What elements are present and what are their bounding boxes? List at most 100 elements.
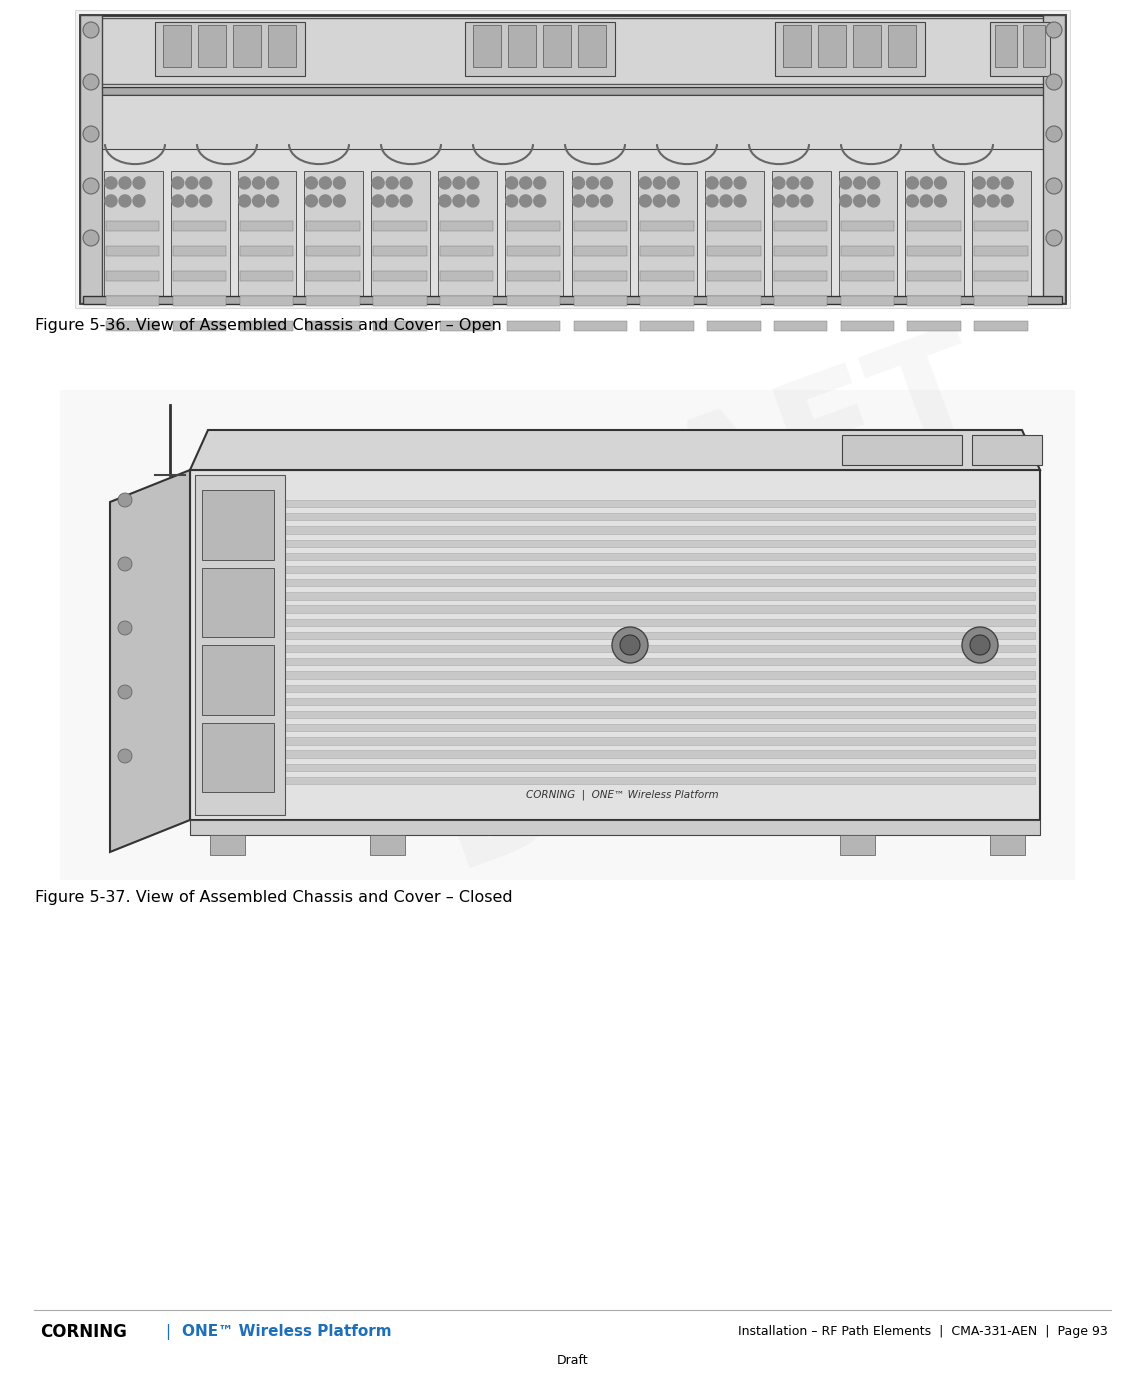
Bar [640, 221, 694, 230]
Circle shape [619, 634, 640, 655]
Circle shape [119, 176, 131, 189]
Circle shape [572, 176, 584, 189]
Circle shape [921, 176, 932, 189]
Bar [80, 15, 102, 303]
Bar [507, 296, 560, 305]
Bar [195, 658, 1035, 665]
Circle shape [962, 627, 998, 663]
Bar [195, 579, 1035, 586]
Circle shape [520, 176, 531, 189]
Bar [173, 321, 227, 330]
Circle shape [82, 126, 98, 142]
Bar [708, 246, 760, 255]
Bar [80, 15, 1065, 303]
Bar [173, 246, 227, 255]
Circle shape [172, 194, 184, 207]
Circle shape [333, 194, 346, 207]
Circle shape [973, 194, 985, 207]
Bar [195, 526, 1035, 533]
Bar [195, 751, 1035, 758]
Circle shape [800, 194, 813, 207]
Text: Draft: Draft [556, 1353, 589, 1367]
Text: |: | [165, 1324, 171, 1339]
Circle shape [706, 176, 718, 189]
Bar [373, 221, 427, 230]
Circle shape [199, 194, 212, 207]
Bar [995, 25, 1017, 67]
Bar [974, 246, 1028, 255]
Bar [507, 321, 560, 330]
Bar [95, 96, 1050, 149]
Bar [705, 171, 764, 298]
Bar [195, 763, 1035, 770]
Bar [465, 22, 615, 75]
Circle shape [1001, 176, 1013, 189]
Circle shape [118, 750, 132, 763]
Bar [239, 321, 293, 330]
Circle shape [787, 176, 799, 189]
Circle shape [172, 176, 184, 189]
Bar [195, 632, 1035, 638]
Circle shape [534, 194, 546, 207]
Bar [505, 171, 563, 298]
Circle shape [734, 176, 747, 189]
Circle shape [639, 194, 652, 207]
Polygon shape [190, 430, 1040, 471]
Bar [908, 221, 961, 230]
Circle shape [267, 194, 278, 207]
Bar [818, 25, 846, 67]
Bar [908, 246, 961, 255]
Circle shape [133, 176, 145, 189]
Circle shape [306, 194, 317, 207]
Bar [307, 296, 360, 305]
Circle shape [185, 176, 198, 189]
Circle shape [787, 194, 799, 207]
Bar [307, 271, 360, 280]
Bar [195, 605, 1035, 612]
Bar [974, 296, 1028, 305]
Text: ONE™ Wireless Platform: ONE™ Wireless Platform [182, 1324, 392, 1339]
Bar [307, 221, 360, 230]
Circle shape [639, 176, 652, 189]
Circle shape [467, 176, 479, 189]
Circle shape [921, 194, 932, 207]
Bar [440, 246, 493, 255]
Circle shape [934, 176, 947, 189]
Circle shape [238, 176, 251, 189]
Circle shape [82, 230, 98, 246]
Circle shape [118, 557, 132, 570]
Bar [908, 271, 961, 280]
Bar [638, 171, 697, 298]
Circle shape [839, 176, 852, 189]
Bar [440, 296, 493, 305]
Bar [908, 321, 961, 330]
Circle shape [119, 194, 131, 207]
Circle shape [907, 176, 918, 189]
Circle shape [253, 176, 264, 189]
Bar [640, 246, 694, 255]
Bar [842, 434, 962, 465]
Bar [82, 296, 1063, 304]
Bar [990, 22, 1050, 75]
Circle shape [1047, 178, 1063, 194]
Bar [195, 737, 1035, 744]
Circle shape [1001, 194, 1013, 207]
Polygon shape [110, 471, 190, 852]
Bar [708, 321, 760, 330]
Circle shape [439, 194, 451, 207]
Bar [195, 500, 1035, 507]
Text: CORNING  |  ONE™ Wireless Platform: CORNING | ONE™ Wireless Platform [526, 790, 718, 801]
Bar [908, 296, 961, 305]
Bar [202, 645, 274, 715]
Bar [640, 296, 694, 305]
Circle shape [572, 194, 584, 207]
Circle shape [987, 176, 1000, 189]
Bar [239, 271, 293, 280]
Bar [640, 271, 694, 280]
Circle shape [306, 176, 317, 189]
Bar [195, 725, 1035, 731]
Bar [1043, 15, 1065, 303]
Circle shape [118, 620, 132, 634]
Bar [173, 296, 227, 305]
Bar [571, 171, 630, 298]
